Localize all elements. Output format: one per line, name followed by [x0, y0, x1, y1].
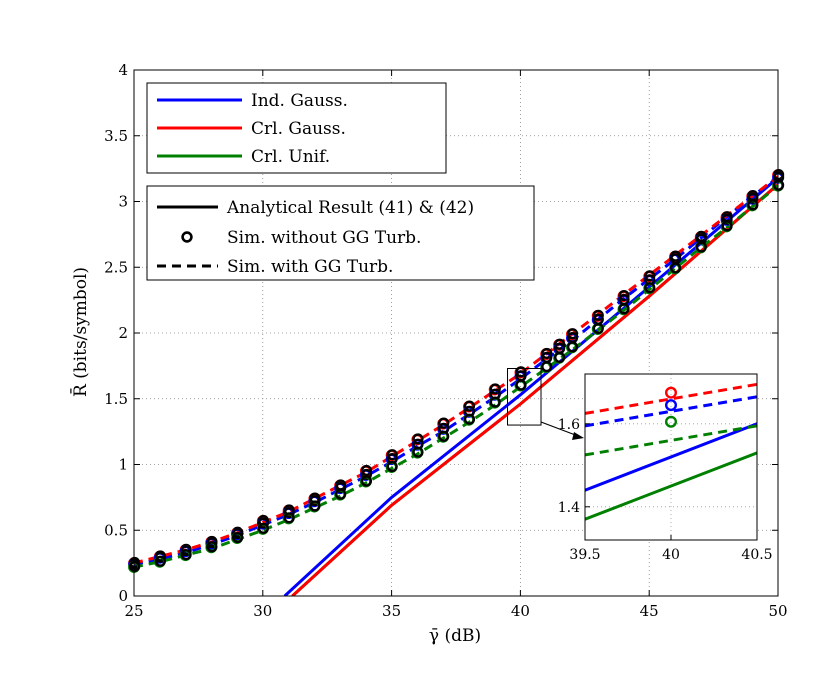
sim-marker-outline — [747, 192, 759, 204]
y-tick-label: 3 — [118, 193, 128, 211]
sim-marker-outline — [515, 379, 527, 391]
inset-solid-line — [585, 451, 757, 521]
sim-marker-outline — [592, 322, 604, 335]
y-tick-label: 1 — [118, 456, 128, 474]
zoom-arrow-head — [572, 432, 584, 440]
sim-marker-outline — [412, 433, 424, 445]
legend-entry-label: Ind. Gauss. — [251, 91, 348, 111]
sim-marker-outline — [283, 512, 295, 524]
sim-marker-outline — [489, 383, 501, 395]
x-tick-label: 25 — [124, 602, 143, 620]
inset-x-tick-label: 40.5 — [741, 547, 772, 563]
sim-marker-outline — [438, 430, 450, 442]
inset-x-tick-label: 40 — [662, 547, 680, 563]
y-tick-label: 2 — [118, 324, 128, 342]
zoom-arrow-line — [540, 421, 579, 437]
series-line — [283, 176, 778, 596]
sim-marker-outline — [554, 338, 566, 350]
sim-marker-outline — [180, 549, 192, 561]
legend-colors: Ind. Gauss. Crl. Gauss. Crl. Unif. — [146, 82, 447, 174]
inset-series — [585, 382, 757, 521]
sim-marker-outline — [721, 220, 733, 232]
sim-marker-outline — [463, 413, 476, 425]
sim-marker-outline — [566, 328, 579, 340]
sim-marker-outline — [695, 241, 707, 253]
sim-marker-outline — [515, 366, 527, 378]
sim-marker-outline — [309, 500, 321, 512]
sim-marker-outline — [554, 351, 566, 363]
x-tick-label: 30 — [253, 602, 272, 620]
inset-y-tick-label: 1.4 — [558, 500, 580, 516]
inset-zoom: 39.5 40 40.5 1.4 1.6 — [507, 368, 773, 563]
legend-entry-label: Analytical Result (41) & (42) — [226, 198, 474, 218]
sim-marker-outline — [386, 449, 398, 461]
x-tick-label: 50 — [768, 602, 787, 620]
sim-marker-outline — [232, 527, 244, 540]
sim-marker-outline — [566, 341, 579, 353]
zoom-box — [507, 368, 542, 426]
y-tick-label: 4 — [118, 61, 128, 79]
series-line — [291, 183, 778, 596]
sim-marker-outline — [360, 475, 373, 487]
y-axis-label: R̄ (bits/symbol) — [69, 267, 91, 397]
y-tick-label: 1.5 — [104, 390, 128, 408]
legend-entry-label: Crl. Unif. — [251, 147, 330, 167]
legend-entry-label: Crl. Gauss. — [251, 119, 346, 139]
inset-marker — [665, 386, 678, 399]
x-axis-label: γ̄ (dB) — [429, 626, 481, 646]
sim-marker-outline — [438, 417, 450, 429]
legend-entry-label: Sim. without GG Turb. — [227, 228, 421, 248]
sim-marker-outline — [257, 517, 270, 529]
sim-marker-outline — [669, 262, 682, 274]
sim-marker-outline — [283, 506, 295, 519]
legend-marker-swatch — [181, 231, 193, 243]
sim-marker-outline — [206, 537, 218, 549]
sim-marker-outline — [154, 555, 166, 567]
legend-styles: Analytical Result (41) & (42) Sim. withou… — [146, 185, 535, 281]
inset-y-tick-label: 1.6 — [558, 417, 580, 433]
y-tick-label: 0 — [118, 587, 128, 605]
sim-marker-outline — [644, 270, 656, 282]
inset-marker — [665, 415, 678, 428]
sim-marker-outline — [206, 541, 218, 553]
y-tick-label: 0.5 — [104, 521, 128, 539]
x-tick-label: 40 — [511, 602, 530, 620]
x-tick-label: 35 — [382, 602, 401, 620]
sim-marker-outline — [721, 213, 733, 225]
sim-marker-outline — [644, 282, 656, 294]
sim-marker-outline — [489, 396, 501, 408]
sim-marker-outline — [592, 309, 604, 321]
sim-marker-outline — [386, 460, 398, 473]
sim-marker-outline — [309, 495, 321, 507]
y-tick-label: 3.5 — [104, 127, 128, 145]
x-tick-label: 45 — [640, 602, 659, 620]
sim-marker-outline — [463, 400, 476, 412]
sim-marker-outline — [180, 545, 192, 557]
inset-solid-line — [585, 422, 757, 492]
sim-marker-outline — [335, 481, 347, 494]
sim-marker-outline — [129, 560, 141, 573]
sim-marker-outline — [154, 551, 166, 563]
axis-ticks: 25 30 35 40 45 50 0 0.5 1 1.5 2 2.5 3 3.5 4 — [104, 61, 787, 620]
sim-marker-outline — [257, 522, 270, 534]
inset-marker — [665, 399, 678, 412]
marker-layer — [128, 169, 785, 573]
sim-marker-outline — [541, 360, 553, 373]
sim-marker-outline — [541, 347, 553, 360]
sim-marker-outline — [772, 179, 785, 191]
sim-marker-outline — [360, 464, 373, 477]
sim-marker-outline — [335, 488, 347, 500]
inset-x-tick-label: 39.5 — [569, 547, 600, 563]
sim-marker-outline — [360, 468, 373, 481]
legend-styles-box — [146, 185, 535, 281]
sim-marker-outline — [747, 199, 759, 211]
sim-marker-outline — [232, 531, 244, 544]
sim-marker-outline — [618, 303, 630, 315]
sim-marker-outline — [618, 289, 630, 302]
sim-marker-outline — [412, 446, 424, 458]
legend-entry-label: Sim. with GG Turb. — [227, 257, 393, 277]
y-tick-label: 2.5 — [104, 258, 128, 276]
